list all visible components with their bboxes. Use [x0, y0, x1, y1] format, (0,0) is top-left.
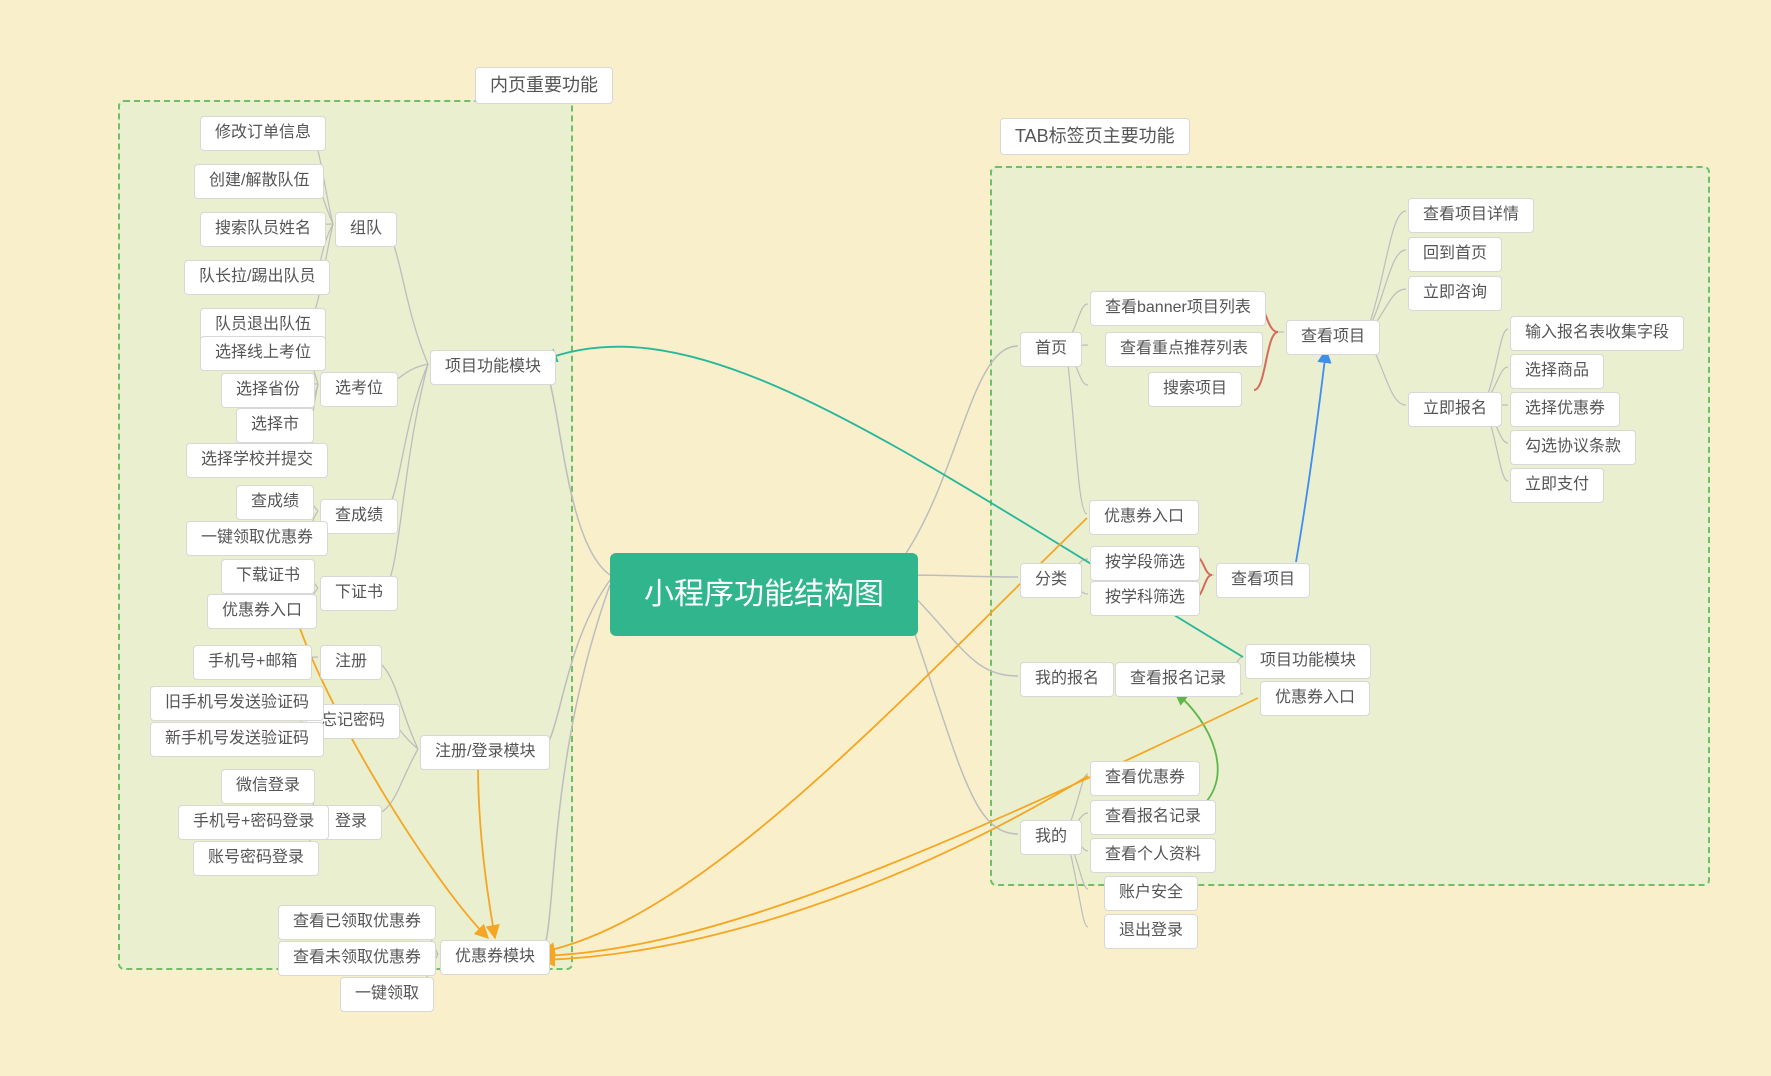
module-my-signup: 我的报名 — [1020, 662, 1114, 697]
leaf: 选择市 — [236, 408, 314, 443]
leaf: 搜索队员姓名 — [200, 212, 326, 247]
leaf: 旧手机号发送验证码 — [150, 686, 324, 721]
group-cert: 下证书 — [320, 576, 398, 611]
leaf: 立即支付 — [1510, 468, 1604, 503]
leaf: 选择学校并提交 — [186, 443, 328, 478]
module-project: 项目功能模块 — [430, 350, 556, 385]
leaf: 优惠券入口 — [1260, 681, 1370, 716]
leaf: 选择优惠券 — [1510, 392, 1620, 427]
leaf: 搜索项目 — [1148, 372, 1242, 407]
group-team: 组队 — [335, 212, 397, 247]
leaf: 修改订单信息 — [200, 116, 326, 151]
leaf: 手机号+邮箱 — [193, 645, 312, 680]
leaf: 退出登录 — [1104, 914, 1198, 949]
leaf: 查看优惠券 — [1090, 761, 1200, 796]
node-home-coupon-entry: 优惠券入口 — [1089, 500, 1199, 535]
module-home: 首页 — [1020, 332, 1082, 367]
module-coupon: 优惠券模块 — [440, 940, 550, 975]
leaf: 查看banner项目列表 — [1090, 291, 1266, 326]
leaf: 查看未领取优惠券 — [278, 941, 436, 976]
leaf: 一键领取 — [340, 977, 434, 1012]
group-register: 注册 — [320, 645, 382, 680]
leaf: 查看已领取优惠券 — [278, 905, 436, 940]
leaf: 查看个人资料 — [1090, 838, 1216, 873]
section-label-right: TAB标签页主要功能 — [1000, 118, 1190, 155]
root-node: 小程序功能结构图 — [610, 553, 918, 636]
leaf: 立即咨询 — [1408, 276, 1502, 311]
node-view-project: 查看项目 — [1286, 320, 1380, 355]
leaf: 按学段筛选 — [1090, 546, 1200, 581]
leaf: 查成绩 — [236, 485, 314, 520]
leaf: 选择省份 — [221, 373, 315, 408]
leaf: 队长拉/踢出队员 — [184, 260, 330, 295]
section-label-left: 内页重要功能 — [475, 67, 613, 104]
leaf: 输入报名表收集字段 — [1510, 316, 1684, 351]
leaf: 账户安全 — [1104, 876, 1198, 911]
leaf: 按学科筛选 — [1090, 581, 1200, 616]
leaf: 新手机号发送验证码 — [150, 722, 324, 757]
leaf: 勾选协议条款 — [1510, 430, 1636, 465]
leaf: 创建/解散队伍 — [194, 164, 324, 199]
node-view-record: 查看报名记录 — [1115, 662, 1241, 697]
group-exam: 选考位 — [320, 372, 398, 407]
leaf: 回到首页 — [1408, 237, 1502, 272]
leaf: 账号密码登录 — [193, 841, 319, 876]
leaf: 查看项目详情 — [1408, 198, 1534, 233]
leaf: 下载证书 — [221, 559, 315, 594]
module-mine: 我的 — [1020, 820, 1082, 855]
leaf: 查看重点推荐列表 — [1105, 332, 1263, 367]
group-signin: 登录 — [320, 805, 382, 840]
group-score: 查成绩 — [320, 499, 398, 534]
leaf: 选择线上考位 — [200, 336, 326, 371]
leaf: 一键领取优惠券 — [186, 521, 328, 556]
leaf: 手机号+密码登录 — [178, 805, 329, 840]
leaf: 选择商品 — [1510, 354, 1604, 389]
module-category: 分类 — [1020, 563, 1082, 598]
leaf: 微信登录 — [221, 769, 315, 804]
node-view-project-2: 查看项目 — [1216, 563, 1310, 598]
leaf: 项目功能模块 — [1245, 644, 1371, 679]
node-signup: 立即报名 — [1408, 392, 1502, 427]
leaf: 优惠券入口 — [207, 594, 317, 629]
module-login: 注册/登录模块 — [420, 735, 550, 770]
leaf: 查看报名记录 — [1090, 800, 1216, 835]
